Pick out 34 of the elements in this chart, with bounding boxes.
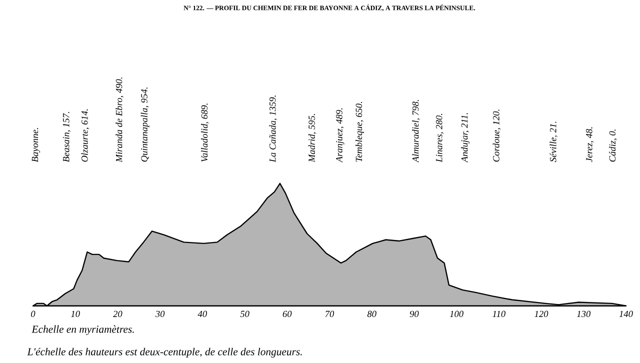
x-axis-title: Echelle en myriamètres. <box>32 325 134 336</box>
text: La Cañada, 1359. <box>269 96 278 162</box>
x-tick-label: 50 <box>240 310 250 318</box>
text: Linares, 280. <box>436 114 444 162</box>
x-tick-label: 10 <box>71 310 80 318</box>
text: Beasain, 157. <box>63 112 71 162</box>
x-tick-label: 130 <box>576 310 591 318</box>
text: L'échelle des hauteurs est deux-centuple, de celle des longueurs. <box>27 348 302 358</box>
text: Olzaurte, 614. <box>81 109 90 162</box>
text: Quintanapalla, 954. <box>140 88 150 162</box>
text: Jerez, 48. <box>586 127 594 162</box>
x-tick-label: 80 <box>367 310 376 318</box>
text: Cordoue, 120. <box>492 110 501 162</box>
x-tick-label: 30 <box>155 310 165 318</box>
text: Miranda de Ebro, 490. <box>116 78 124 162</box>
x-tick-label: 40 <box>198 310 207 318</box>
text: Tembleque, 650. <box>356 102 364 162</box>
text: Bayonne. <box>32 128 40 162</box>
x-tick-label: 110 <box>492 310 506 318</box>
text: Cádiz, 0. <box>608 130 617 162</box>
x-tick-label: 20 <box>113 310 122 318</box>
x-tick-label: 100 <box>450 310 464 318</box>
text: Almuradiel, 798. <box>412 100 420 163</box>
x-tick-label: 120 <box>534 310 548 318</box>
x-tick-label: 60 <box>282 310 292 318</box>
text: Valladolid, 689. <box>201 104 209 162</box>
x-tick-label: 0 <box>31 310 36 318</box>
x-tick-label: 140 <box>619 310 633 318</box>
text: Andujar, 211. <box>461 113 470 163</box>
x-tick-label: 70 <box>325 310 334 318</box>
text: Aranjuez, 489. <box>336 108 344 163</box>
text: Madrid, 595. <box>308 114 316 162</box>
x-tick-label: 90 <box>410 310 419 318</box>
text: Séville, 21. <box>550 122 558 162</box>
